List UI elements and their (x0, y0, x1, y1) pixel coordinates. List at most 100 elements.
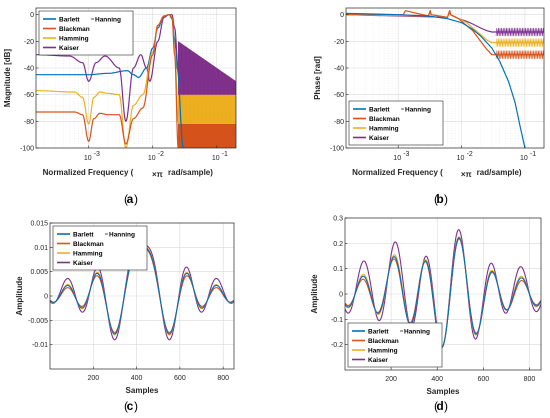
y-tick-label: 0 (339, 292, 343, 299)
legend-label-blackman: Blackman (369, 116, 400, 123)
legend-label-kaiser: Kaiser (59, 45, 79, 52)
series-ripple-hamming (495, 38, 544, 47)
y-tick-label: -60 (334, 92, 344, 99)
caption-letter: b (436, 192, 443, 206)
panel-b: 0-20-40-60-80-10010-310-210-1Normalized … (313, 7, 545, 179)
legend-label-kaiser: Kaiser (73, 260, 93, 267)
x-tick-label: 10 (457, 155, 465, 162)
y-tick-label: -0.1 (331, 317, 343, 324)
x-axis-label-suffix: rad/sample) (168, 168, 213, 177)
legend: Barlett Hanning Blackman Hamming Kaiser (347, 322, 443, 368)
y-axis-label: Amplitude (15, 276, 24, 316)
caption-letter: a (127, 192, 134, 206)
series-line-barlett (345, 237, 541, 349)
y-tick-label: -0.005 (28, 318, 48, 325)
y-tick-label: 0 (44, 294, 48, 301)
y-tick-label: -0.01 (32, 342, 48, 349)
panel-d: 0.3 0.2 0.1 0 -0.1 -0.2 200 400 600 800 Samples Amp… (310, 216, 542, 396)
y-tick-label: 0.01 (34, 245, 48, 252)
x-tick-exponent: -1 (222, 151, 228, 158)
x-tick-label: 800 (524, 376, 536, 383)
x-tick-exponent: -3 (403, 151, 409, 158)
legend-label-blackman: Blackman (368, 338, 399, 345)
x-tick-label: 10 (520, 155, 528, 162)
y-axis-label: Phase [rad] (313, 56, 322, 100)
x-tick-exponent: -1 (530, 151, 536, 158)
caption-b: (b) (434, 192, 448, 206)
x-tick-label: 600 (478, 376, 490, 383)
x-tick-label: 200 (385, 376, 397, 383)
legend-label-hamming: Hamming (59, 35, 89, 42)
y-tick-label: -100 (20, 146, 34, 153)
caption-open-paren: ( (434, 192, 438, 206)
x-axis-multiplier: ×π (152, 170, 163, 179)
y-tick-label: 0.3 (333, 216, 343, 223)
y-tick-label: -0.2 (331, 342, 343, 349)
caption-c: (c) (124, 399, 138, 413)
legend-label-barlett: Barlett (73, 231, 94, 238)
legend-label-hanning: Hanning (404, 328, 430, 335)
x-tick-label: 10 (84, 155, 92, 162)
y-tick-label: -40 (334, 66, 344, 73)
x-axis-label-suffix: rad/sample) (477, 168, 522, 177)
x-axis-label: Samples (126, 386, 159, 395)
series-ripple-kaiser (495, 27, 544, 37)
y-tick-label: -40 (24, 66, 34, 73)
y-tick-label: -80 (334, 119, 344, 126)
legend-label-barlett: Barlett (59, 16, 80, 23)
legend: Barlett Hanning Blackman Hamming Kaiser (348, 100, 444, 146)
legend-label-barlett: Barlett (368, 328, 389, 335)
legend: Barlett Hanning Blackman Hamming Kaiser (38, 10, 134, 56)
y-tick-label: 0.1 (333, 266, 343, 273)
caption-close-paren: ) (134, 192, 138, 206)
y-tick-label: 0 (340, 12, 344, 19)
x-axis-label: Normalized Frequency ( (352, 168, 443, 177)
x-tick-exponent: -2 (467, 151, 473, 158)
y-axis-label: Amplitude (310, 274, 319, 314)
caption-letter: d (436, 399, 443, 413)
y-tick-label: 0.005 (30, 269, 48, 276)
y-tick-label: 0.2 (333, 241, 343, 248)
panel-c: 0.015 0.01 0.005 0 -0.005 -0.01 200 400 600 800 Sa… (15, 221, 235, 395)
caption-letter: c (127, 399, 134, 413)
x-tick-label: 400 (131, 375, 143, 382)
x-tick-label: 10 (393, 155, 401, 162)
y-tick-label: 0 (30, 12, 34, 19)
series-ripple-blackman (495, 50, 544, 59)
x-axis-label: Samples (427, 387, 460, 396)
curves (345, 229, 541, 349)
caption-close-paren: ) (444, 192, 448, 206)
caption-a: (a) (124, 192, 138, 206)
y-tick-label: -100 (330, 146, 344, 153)
panel-a: 0-20-40-60-80-10010-310-210-1Normalized … (3, 7, 237, 179)
caption-open-paren: ( (124, 399, 128, 413)
legend-label-hanning: Hanning (405, 106, 431, 113)
series-line-blackman (36, 14, 179, 148)
x-axis-label: Normalized Frequency ( (43, 168, 134, 177)
series-line-blackman (346, 10, 544, 56)
legend-label-hamming: Hamming (369, 125, 399, 132)
series-line-barlett (346, 12, 526, 148)
sidelobe-band-kaiser (177, 41, 236, 95)
x-tick-label: 400 (431, 376, 443, 383)
legend-label-hamming: Hamming (73, 250, 103, 257)
y-tick-label: -80 (24, 119, 34, 126)
axes-frame (35, 7, 237, 149)
caption-close-paren: ) (134, 399, 138, 413)
x-tick-label: 10 (148, 155, 156, 162)
caption-open-paren: ( (434, 399, 438, 413)
y-tick-label: 0.015 (30, 221, 48, 228)
x-tick-label: 10 (212, 155, 220, 162)
axes-frame (345, 7, 545, 149)
x-tick-exponent: -3 (94, 151, 100, 158)
caption-close-paren: ) (444, 399, 448, 413)
curves (346, 10, 544, 148)
legend: Barlett Hanning Blackman Hamming Kaiser (52, 225, 148, 271)
caption-d: (d) (434, 399, 448, 413)
legend-label-hanning: Hanning (95, 16, 121, 23)
legend-label-kaiser: Kaiser (369, 135, 389, 142)
curves (36, 14, 236, 148)
x-tick-label: 600 (174, 375, 186, 382)
x-tick-exponent: -2 (158, 151, 164, 158)
